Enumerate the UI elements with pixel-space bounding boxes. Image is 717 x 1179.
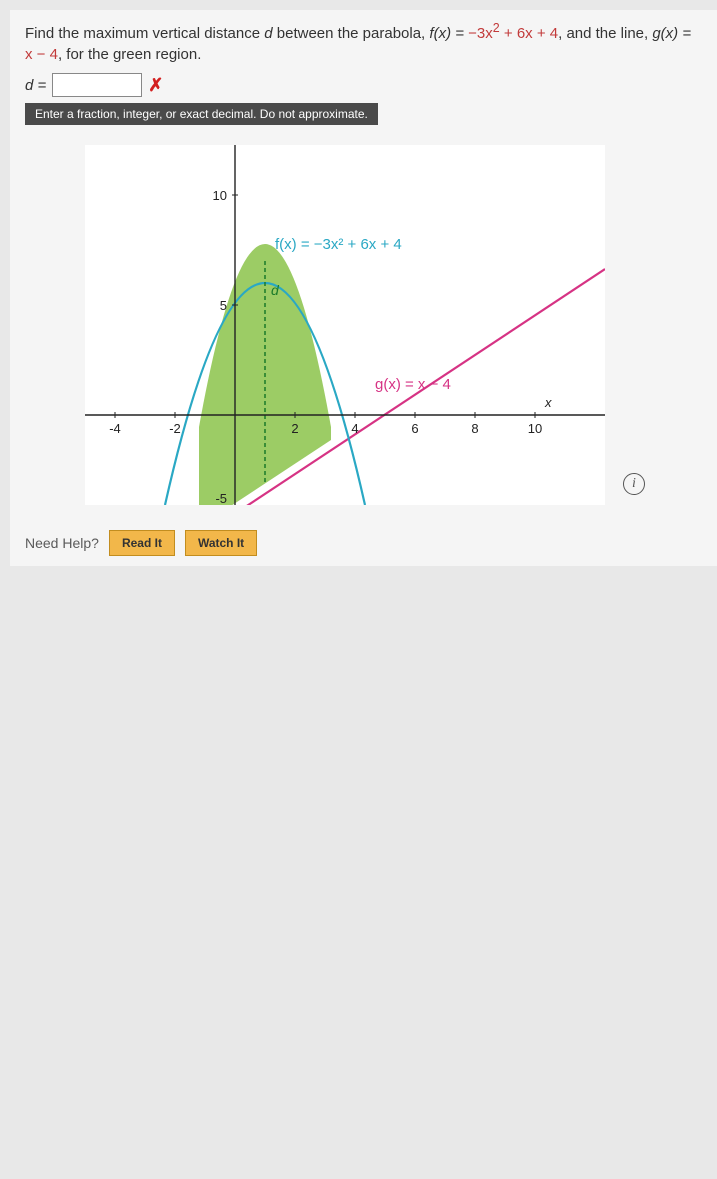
watch-it-button[interactable]: Watch It: [185, 530, 257, 556]
q-mid1: between the parabola,: [273, 25, 430, 42]
graph: -4-2246810 105-5 x f(x) = −3x² + 6x + 4 …: [85, 145, 605, 505]
graph-bg: [85, 145, 605, 505]
wrong-icon: ✗: [148, 75, 163, 96]
f-equation-label: f(x) = −3x² + 6x + 4: [275, 236, 402, 253]
svg-text:10: 10: [528, 421, 542, 436]
question-text: Find the maximum vertical distance d bet…: [25, 20, 702, 65]
q-suffix: , for the green region.: [58, 46, 201, 63]
q-dvar: d: [264, 25, 272, 42]
svg-text:-4: -4: [109, 421, 121, 436]
svg-text:5: 5: [220, 298, 227, 313]
svg-text:-5: -5: [215, 491, 227, 505]
answer-input[interactable]: [52, 73, 142, 97]
svg-text:8: 8: [471, 421, 478, 436]
q-prefix: Find the maximum vertical distance: [25, 25, 264, 42]
svg-text:2: 2: [291, 421, 298, 436]
hint-bar: Enter a fraction, integer, or exact deci…: [25, 103, 378, 125]
q-mid2: , and the line,: [558, 25, 652, 42]
g-equation-label: g(x) = x − 4: [375, 376, 451, 393]
help-label: Need Help?: [25, 535, 99, 551]
q-fx-lhs: f(x) =: [429, 25, 468, 42]
q-gx-lhs: g(x) =: [652, 25, 691, 42]
help-row: Need Help? Read It Watch It: [25, 530, 702, 556]
svg-text:6: 6: [411, 421, 418, 436]
read-it-button[interactable]: Read It: [109, 530, 175, 556]
q-gx-rhs: x − 4: [25, 46, 58, 63]
info-icon[interactable]: i: [623, 473, 645, 495]
d-label: d: [271, 282, 280, 298]
graph-svg: -4-2246810 105-5 x f(x) = −3x² + 6x + 4 …: [85, 145, 605, 505]
answer-label: d =: [25, 77, 46, 94]
svg-text:10: 10: [213, 188, 227, 203]
q-fx-a: −3x2: [468, 25, 500, 42]
answer-row: d = ✗: [25, 73, 702, 97]
svg-text:4: 4: [351, 421, 358, 436]
q-fx-b: + 6x + 4: [500, 25, 558, 42]
x-axis-label: x: [544, 395, 552, 410]
svg-text:-2: -2: [169, 421, 181, 436]
